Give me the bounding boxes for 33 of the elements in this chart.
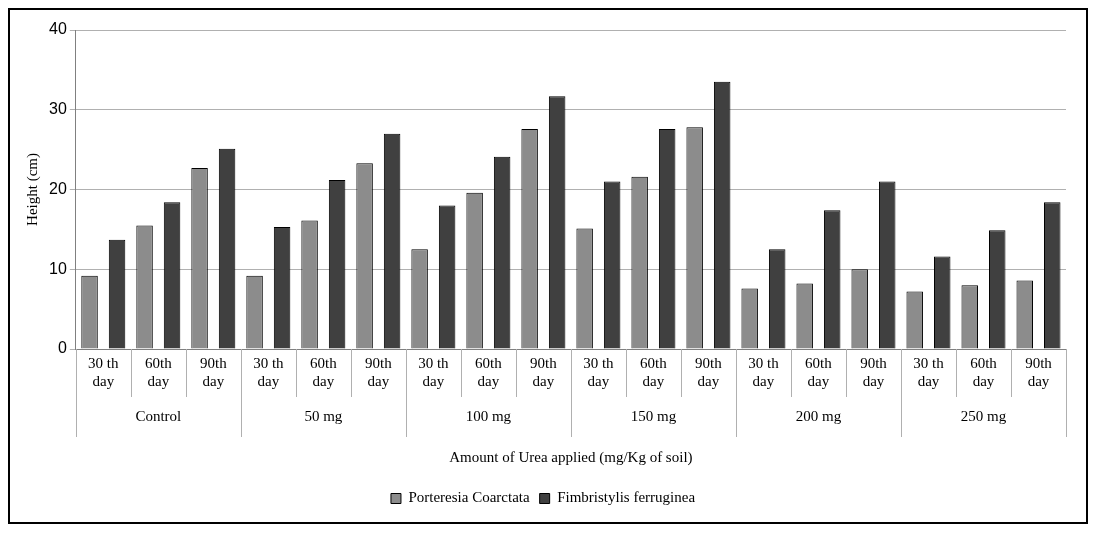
text: 150 mg [630,407,677,424]
x-tick-label: 60th day [475,354,503,389]
x-tick-label: 60th day [805,354,833,389]
y-tick-label: 20 [49,179,67,197]
y-tick-label: 10 [49,259,67,277]
text: 200 mg [795,407,842,424]
text: 50 mg [304,407,343,424]
legend-label: Fimbristylis ferruginea [557,489,696,506]
text: Control [135,407,182,424]
x-tick-label: 30 th day [748,354,780,389]
y-tick-label: 40 [49,20,67,38]
text: 250 mg [960,407,1007,424]
x-tick-label: 30 th day [583,354,615,389]
x-tick-label: 60th day [144,354,173,389]
x-tick-label: 30 th day [88,354,120,389]
x-tick-label: 30 th day [418,354,450,389]
x-tick-label: 90th day [199,354,228,389]
x-axis-title: Amount of Urea applied (mg/Kg of soil) [449,448,693,466]
x-tick-label: 60th day [970,354,998,389]
x-tick-label: 30 th day [253,354,285,389]
y-tick-label: 0 [57,339,67,357]
x-tick-label: 90th day [530,354,558,389]
x-tick-label: 30 th day [913,354,945,389]
x-tick-label: 90th day [860,354,888,389]
text: 100 mg [465,407,512,424]
y-tick-label: 30 [49,100,67,118]
y-axis-title: Height (cm) [23,153,41,226]
legend-label: Porteresia Coarctata [408,489,530,506]
x-tick-label: 60th day [640,354,668,389]
x-tick-label: 90th day [695,354,723,389]
x-tick-label: 90th day [365,354,393,389]
x-tick-label: 90th day [1025,354,1053,389]
x-tick-label: 60th day [310,354,338,389]
